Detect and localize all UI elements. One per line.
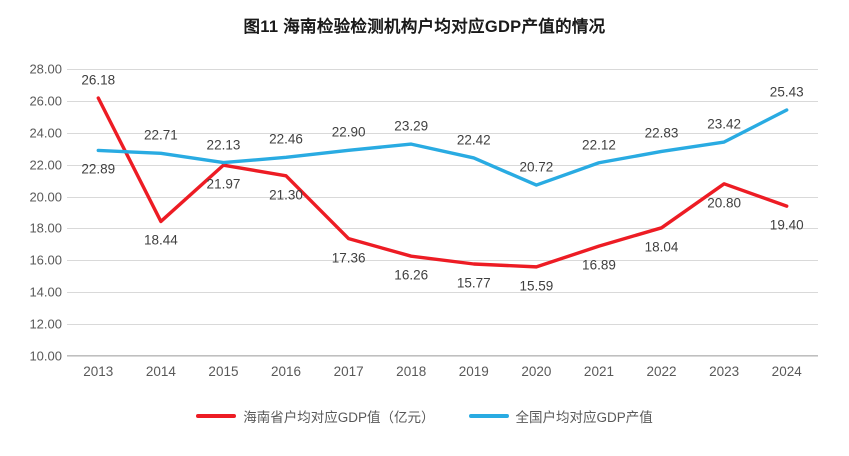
- data-label-national-2020: 20.72: [519, 159, 554, 175]
- data-label-national-2016: 22.46: [269, 131, 303, 147]
- y-axis-tick-label: 12.00: [29, 316, 62, 332]
- x-axis-tick-label: 2023: [709, 364, 740, 379]
- x-axis-tick-label: 2020: [521, 364, 552, 379]
- gridline: [67, 356, 818, 357]
- gridline: [67, 164, 818, 166]
- gridline: [67, 100, 818, 102]
- data-label-national-2015: 22.13: [206, 137, 241, 153]
- legend-swatch-icon: [196, 414, 237, 418]
- y-axis-tick-label: 16.00: [29, 252, 62, 268]
- data-label-national-2021: 22.12: [582, 137, 616, 153]
- data-label-hainan-2020: 15.59: [519, 278, 554, 294]
- legend-swatch-icon: [468, 414, 509, 418]
- legend-label: 全国户均对应GDP产值: [515, 410, 653, 425]
- gridline: [67, 324, 818, 326]
- data-label-hainan-2013: 26.18: [81, 72, 116, 88]
- data-label-national-2024: 25.43: [769, 84, 804, 100]
- x-axis-tick-label: 2017: [333, 364, 364, 379]
- data-label-national-2023: 23.42: [707, 116, 742, 132]
- data-label-national-2014: 22.71: [143, 127, 178, 143]
- y-axis-tick-label: 10.00: [29, 348, 62, 364]
- data-label-hainan-2017: 17.36: [331, 250, 366, 266]
- gridline: [67, 196, 818, 198]
- x-axis-tick-label: 2015: [208, 364, 239, 379]
- gridline: [67, 132, 818, 134]
- data-label-hainan-2023: 20.80: [707, 195, 742, 211]
- legend-item-national[interactable]: 全国户均对应GDP产值: [468, 406, 653, 426]
- y-axis-tick-label: 24.00: [29, 125, 62, 141]
- chart-title: 图11 海南检验检测机构户均对应GDP产值的情况: [243, 18, 606, 36]
- gridline: [67, 228, 818, 230]
- y-axis-tick-label: 18.00: [29, 220, 62, 236]
- gridline: [67, 260, 818, 262]
- y-axis-tick-label: 22.00: [29, 157, 62, 173]
- data-label-hainan-2024: 19.40: [769, 217, 804, 233]
- data-label-hainan-2015: 21.97: [206, 176, 241, 192]
- data-label-hainan-2014: 18.44: [143, 232, 178, 248]
- data-label-national-2018: 23.29: [394, 118, 429, 134]
- y-axis-tick-label: 14.00: [29, 284, 62, 300]
- chart-legend: 海南省户均对应GDP值（亿元） 全国户均对应GDP产值: [0, 406, 849, 426]
- legend-label: 海南省户均对应GDP值（亿元）: [243, 410, 435, 425]
- data-label-hainan-2022: 18.04: [644, 239, 679, 255]
- data-label-hainan-2018: 16.26: [394, 267, 429, 283]
- gridline: [67, 69, 818, 70]
- y-axis-tick-label: 20.00: [29, 189, 62, 205]
- data-label-hainan-2021: 16.89: [582, 257, 616, 273]
- x-axis-line: [67, 355, 818, 356]
- data-label-national-2013: 22.89: [81, 161, 116, 177]
- x-axis-tick-label: 2024: [771, 364, 802, 379]
- x-axis-tick-label: 2022: [646, 364, 677, 379]
- plot-area: [67, 69, 818, 357]
- gridline: [67, 292, 818, 294]
- x-axis-tick-label: 2016: [271, 364, 302, 379]
- data-label-national-2017: 22.90: [331, 124, 366, 140]
- x-axis-tick-label: 2019: [458, 364, 489, 379]
- legend-item-hainan[interactable]: 海南省户均对应GDP值（亿元）: [196, 406, 435, 426]
- x-axis-tick-label: 2014: [145, 364, 176, 379]
- data-label-national-2022: 22.83: [644, 125, 679, 141]
- x-axis-tick-label: 2018: [396, 364, 427, 379]
- data-label-hainan-2019: 15.77: [456, 275, 491, 291]
- y-axis-tick-label: 26.00: [29, 93, 62, 109]
- x-axis-tick-label: 2021: [583, 364, 614, 379]
- x-axis-tick-label: 2013: [83, 364, 114, 379]
- data-label-national-2019: 22.42: [456, 132, 491, 148]
- data-label-hainan-2016: 21.30: [269, 187, 303, 203]
- y-axis-tick-label: 28.00: [29, 61, 62, 77]
